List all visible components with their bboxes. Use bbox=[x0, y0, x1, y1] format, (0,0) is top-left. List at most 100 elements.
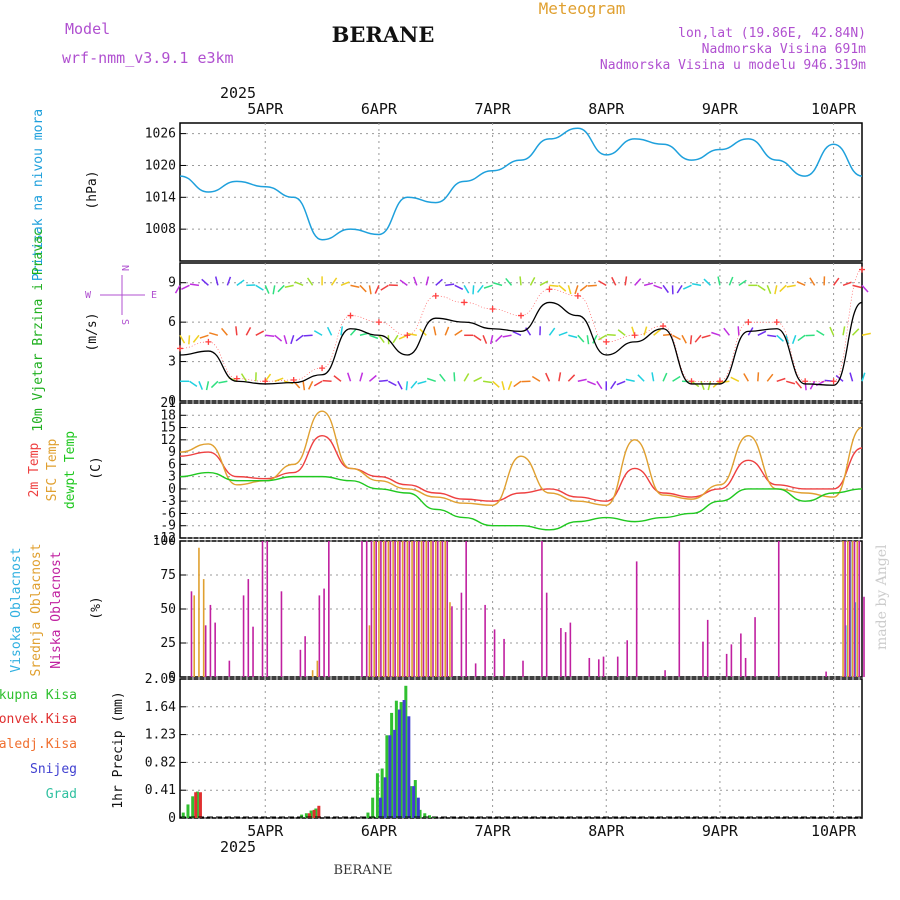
wind-arrow bbox=[861, 332, 871, 337]
hail-label: Grad bbox=[46, 787, 77, 802]
wind-arrow bbox=[303, 334, 313, 337]
wind-arrow bbox=[245, 326, 252, 336]
wind-arrow bbox=[616, 380, 626, 386]
total-rain-label: Ukupna Kisa bbox=[0, 688, 77, 703]
snow-label: Snijeg bbox=[30, 762, 77, 777]
wind-arrow bbox=[313, 330, 323, 336]
mid-cloud-label: Srednja Oblacnost bbox=[29, 543, 44, 676]
wind-arrow bbox=[272, 285, 276, 295]
wind-arrow bbox=[174, 284, 181, 294]
wind-arrow bbox=[852, 284, 862, 289]
wind-arrow bbox=[689, 335, 693, 345]
precipitation-ytick-label: 1.64 bbox=[145, 700, 176, 715]
wind-arrow bbox=[701, 334, 711, 339]
wind-arrow bbox=[359, 372, 364, 382]
wind-arrow bbox=[210, 380, 219, 389]
wind-arrow bbox=[265, 334, 275, 337]
wind-arrow bbox=[378, 379, 388, 383]
conv-precip-bar bbox=[307, 813, 311, 818]
wind-arrow bbox=[218, 380, 228, 384]
wind-arrow bbox=[306, 277, 314, 286]
year-bottom: 2025 bbox=[220, 838, 256, 856]
wind-arrow bbox=[340, 326, 344, 336]
temp2m-label: 2m Temp bbox=[27, 442, 42, 497]
wind-arrow bbox=[435, 278, 443, 286]
wind-arrow bbox=[567, 285, 572, 295]
clouds-ytick-label: 50 bbox=[160, 602, 176, 617]
temperature-ytick-label: -12 bbox=[153, 531, 176, 546]
wind-arrow bbox=[483, 284, 493, 289]
wind-arrow bbox=[209, 332, 219, 337]
wind-arrow bbox=[369, 334, 379, 340]
wind-arrow bbox=[235, 326, 238, 336]
wind-arrow bbox=[236, 279, 245, 286]
wind-arrow bbox=[592, 334, 598, 344]
wind-arrow bbox=[568, 334, 578, 339]
wind-arrow bbox=[672, 375, 681, 382]
temp2m-line bbox=[179, 435, 863, 502]
total-precip-bar bbox=[385, 735, 389, 818]
wind-arrow bbox=[617, 329, 626, 336]
wind-arrow bbox=[757, 372, 760, 382]
wind-arrow bbox=[307, 380, 314, 390]
wind-arrow bbox=[625, 378, 635, 383]
wind-arrow bbox=[472, 285, 475, 295]
compass-s: S bbox=[119, 319, 130, 325]
wind-arrow bbox=[797, 334, 806, 342]
wind-arrow bbox=[473, 376, 483, 382]
wind-arrow bbox=[662, 284, 669, 294]
wind-arrow bbox=[851, 328, 860, 336]
wind-arrow bbox=[651, 372, 655, 382]
conv-precip-bar bbox=[198, 792, 202, 818]
snow-precip-bar bbox=[393, 729, 397, 818]
station-title: BERANE bbox=[332, 22, 435, 47]
wind-speed-line bbox=[179, 301, 863, 386]
wind-arrow bbox=[333, 375, 342, 382]
snow-precip-bar bbox=[407, 716, 411, 818]
temperature-ytick-label: 21 bbox=[160, 396, 176, 411]
wind-arrow bbox=[255, 284, 264, 291]
wind-arrow bbox=[676, 284, 683, 294]
wind-arrow bbox=[205, 381, 210, 391]
temperature-ytick-label: 0 bbox=[168, 482, 176, 497]
wind-arrow bbox=[703, 278, 711, 286]
day-label-bottom: 5APR bbox=[247, 822, 284, 840]
pressure-ytick-label: 1014 bbox=[145, 190, 176, 205]
day-label-top: 7APR bbox=[475, 100, 512, 118]
wind-arrow bbox=[226, 276, 232, 286]
conv-precip-bar bbox=[317, 805, 321, 818]
wind-ytick-label: 6 bbox=[168, 315, 176, 330]
panel-pressure bbox=[179, 122, 863, 262]
total-precip-bar bbox=[418, 809, 422, 818]
wind-ytick-label: 9 bbox=[168, 276, 176, 291]
total-precip-bar bbox=[181, 812, 185, 818]
pressure-ytick-label: 1020 bbox=[145, 158, 176, 173]
wind-arrow bbox=[738, 279, 747, 286]
compass-legend: N S W E bbox=[85, 265, 157, 325]
pressure-label: Pritisak na nivou mora bbox=[31, 109, 46, 281]
wind-arrow bbox=[785, 335, 790, 345]
wind-ytick-label: 0 bbox=[168, 394, 176, 409]
total-precip-bar bbox=[186, 804, 190, 818]
wind-arrow bbox=[410, 380, 418, 389]
wind-arrow bbox=[502, 334, 512, 338]
panel-precipitation bbox=[179, 678, 863, 819]
wind-arrow bbox=[809, 277, 816, 286]
temperature-ytick-label: 12 bbox=[160, 433, 176, 448]
wind-arrow bbox=[776, 334, 784, 342]
wind-label: 10m Vjetar Brzina i Pravac bbox=[31, 228, 46, 432]
wind-arrow bbox=[277, 284, 285, 293]
day-label-bottom: 9APR bbox=[702, 822, 739, 840]
wind-arrow bbox=[786, 284, 796, 288]
wind-arrow bbox=[507, 381, 513, 390]
wind-arrow bbox=[188, 335, 191, 345]
wind-arrow bbox=[717, 276, 721, 286]
wind-arrow bbox=[586, 335, 590, 345]
wind-arrow bbox=[505, 277, 513, 286]
wind-arrow bbox=[587, 380, 596, 386]
total-precip-bar bbox=[380, 768, 384, 818]
wind-arrow bbox=[192, 334, 200, 343]
wind-arrow bbox=[606, 333, 616, 337]
snow-precip-bar bbox=[388, 735, 392, 818]
